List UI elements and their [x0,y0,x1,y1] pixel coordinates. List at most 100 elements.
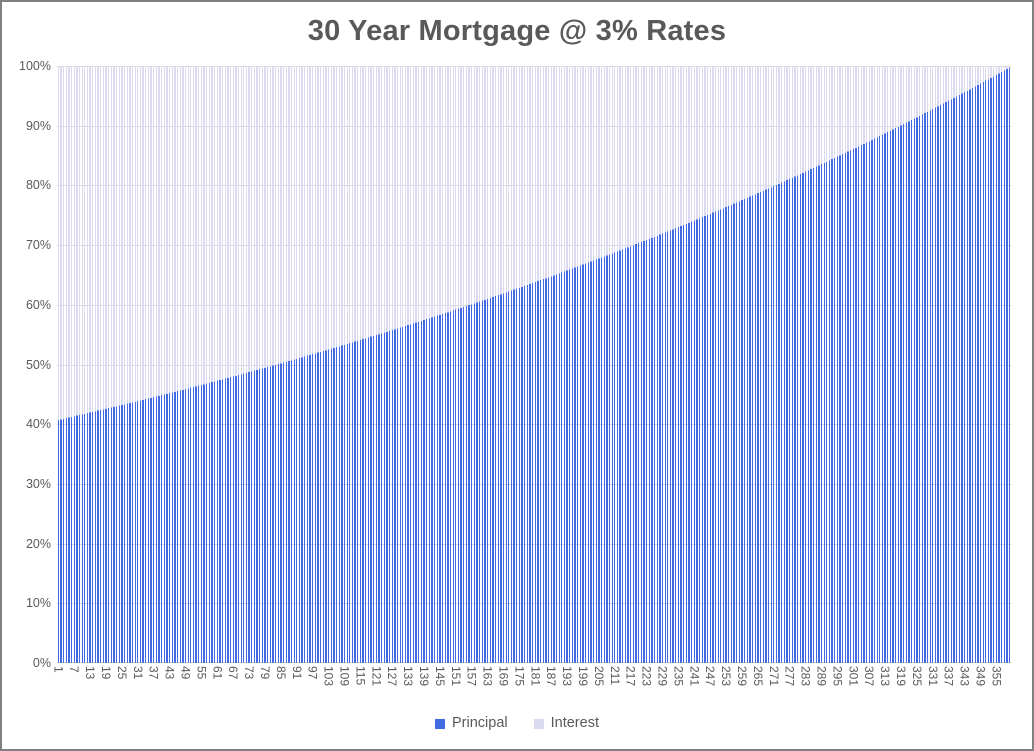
bar-month-312[interactable] [881,66,884,663]
bar-month-269[interactable] [767,66,770,663]
bar-month-218[interactable] [632,66,635,663]
bar-month-61[interactable] [216,66,218,663]
bar-month-64[interactable] [224,66,226,663]
bar-month-145[interactable] [439,66,441,663]
bar-month-313[interactable] [884,66,886,663]
bar-month-239[interactable] [688,66,690,663]
bar-month-328[interactable] [924,66,926,663]
bar-month-252[interactable] [722,66,725,663]
bar-month-187[interactable] [550,66,552,663]
bar-month-71[interactable] [243,66,245,663]
bar-month-48[interactable] [182,66,184,663]
bar-month-66[interactable] [229,66,232,663]
bar-month-270[interactable] [770,66,772,663]
bar-month-135[interactable] [412,66,415,663]
bar-month-127[interactable] [391,66,393,663]
bar-month-195[interactable] [571,66,574,663]
bar-month-176[interactable] [521,66,523,663]
bar-month-212[interactable] [616,66,619,663]
bar-month-331[interactable] [932,66,934,663]
bar-month-257[interactable] [736,66,738,663]
chart-title[interactable]: 30 Year Mortgage @ 3% Rates [307,15,727,47]
bar-month-160[interactable] [479,66,481,663]
bar-month-264[interactable] [754,66,756,663]
bar-month-29[interactable] [131,66,134,663]
bar-month-171[interactable] [508,66,510,663]
bar-month-213[interactable] [619,66,621,663]
bar-month-246[interactable] [706,66,709,663]
bar-month-306[interactable] [865,66,868,663]
bar-month-169[interactable] [502,66,505,663]
bar-month-100[interactable] [320,66,322,663]
bar-month-343[interactable] [963,66,966,663]
bar-month-250[interactable] [717,66,719,663]
bar-month-98[interactable] [314,66,317,663]
bar-month-103[interactable] [327,66,330,663]
bar-month-142[interactable] [431,66,433,663]
bar-month-133[interactable] [407,66,409,663]
bar-month-193[interactable] [566,66,568,663]
bar-month-82[interactable] [272,66,274,663]
bar-month-240[interactable] [691,66,693,663]
bar-month-192[interactable] [563,66,566,663]
bar-month-302[interactable] [855,66,857,663]
bar-month-124[interactable] [383,66,385,663]
bar-month-353[interactable] [990,66,992,663]
bar-month-357[interactable] [1001,66,1003,663]
bar-month-180[interactable] [532,66,534,663]
bar-month-234[interactable] [675,66,677,663]
bar-month-33[interactable] [142,66,144,663]
bar-month-164[interactable] [489,66,491,663]
bar-month-345[interactable] [969,66,971,663]
bar-month-251[interactable] [720,66,722,663]
bar-month-52[interactable] [192,66,195,663]
bar-month-101[interactable] [322,66,324,663]
bar-month-85[interactable] [280,66,282,663]
bar-month-13[interactable] [89,66,91,663]
bar-month-42[interactable] [166,66,168,663]
bar-month-106[interactable] [335,66,338,663]
bar-month-308[interactable] [871,66,873,663]
bar-month-4[interactable] [65,66,67,663]
bar-month-305[interactable] [863,66,865,663]
bar-month-44[interactable] [171,66,173,663]
bar-month-63[interactable] [221,66,224,663]
bar-month-140[interactable] [426,66,428,663]
bar-month-69[interactable] [237,66,240,663]
bar-month-45[interactable] [174,66,176,663]
bar-month-93[interactable] [301,66,303,663]
bar-month-59[interactable] [211,66,213,663]
bar-month-352[interactable] [987,66,990,663]
bar-month-224[interactable] [648,66,650,663]
bar-month-214[interactable] [622,66,624,663]
bar-month-317[interactable] [895,66,897,663]
bar-month-235[interactable] [677,66,680,663]
bar-month-249[interactable] [714,66,717,663]
bar-month-279[interactable] [794,66,796,663]
bar-month-316[interactable] [892,66,894,663]
bar-month-115[interactable] [359,66,362,663]
bar-month-156[interactable] [468,66,470,663]
bar-month-268[interactable] [765,66,767,663]
bar-month-8[interactable] [76,66,78,663]
bar-month-20[interactable] [108,66,110,663]
bar-month-278[interactable] [791,66,794,663]
bar-month-311[interactable] [879,66,881,663]
bar-month-244[interactable] [701,66,703,663]
bar-month-136[interactable] [415,66,417,663]
bar-month-215[interactable] [624,66,627,663]
bar-month-349[interactable] [979,66,982,663]
bar-month-108[interactable] [341,66,343,663]
bar-month-197[interactable] [577,66,579,663]
bar-month-301[interactable] [852,66,854,663]
bar-month-194[interactable] [569,66,571,663]
bar-month-144[interactable] [436,66,438,663]
bar-month-110[interactable] [346,66,348,663]
bar-month-310[interactable] [876,66,878,663]
bar-month-337[interactable] [948,66,950,663]
bar-month-168[interactable] [500,66,502,663]
bar-month-292[interactable] [828,66,831,663]
bar-month-230[interactable] [664,66,666,663]
bar-month-80[interactable] [267,66,269,663]
bar-month-201[interactable] [587,66,589,663]
